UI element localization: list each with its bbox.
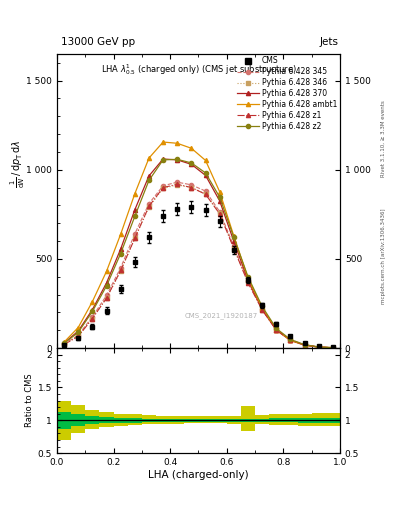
Text: Rivet 3.1.10, ≥ 3.3M events: Rivet 3.1.10, ≥ 3.3M events bbox=[381, 100, 386, 177]
Text: LHA $\lambda^{1}_{0.5}$ (charged only) (CMS jet substructure): LHA $\lambda^{1}_{0.5}$ (charged only) (… bbox=[101, 62, 296, 77]
Text: CMS_2021_I1920187: CMS_2021_I1920187 bbox=[184, 312, 258, 318]
Text: mcplots.cern.ch [arXiv:1306.3436]: mcplots.cern.ch [arXiv:1306.3436] bbox=[381, 208, 386, 304]
X-axis label: LHA (charged-only): LHA (charged-only) bbox=[148, 470, 249, 480]
Text: 13000 GeV pp: 13000 GeV pp bbox=[61, 37, 135, 47]
Text: Jets: Jets bbox=[320, 37, 339, 47]
Legend: CMS, Pythia 6.428 345, Pythia 6.428 346, Pythia 6.428 370, Pythia 6.428 ambt1, P: CMS, Pythia 6.428 345, Pythia 6.428 346,… bbox=[236, 55, 339, 133]
Text: $\frac{1}{\mathrm{d}N}\,/\,\mathrm{d}p_\mathrm{T}\,\mathrm{d}\lambda$: $\frac{1}{\mathrm{d}N}\,/\,\mathrm{d}p_\… bbox=[9, 140, 27, 188]
Y-axis label: Ratio to CMS: Ratio to CMS bbox=[25, 374, 33, 428]
